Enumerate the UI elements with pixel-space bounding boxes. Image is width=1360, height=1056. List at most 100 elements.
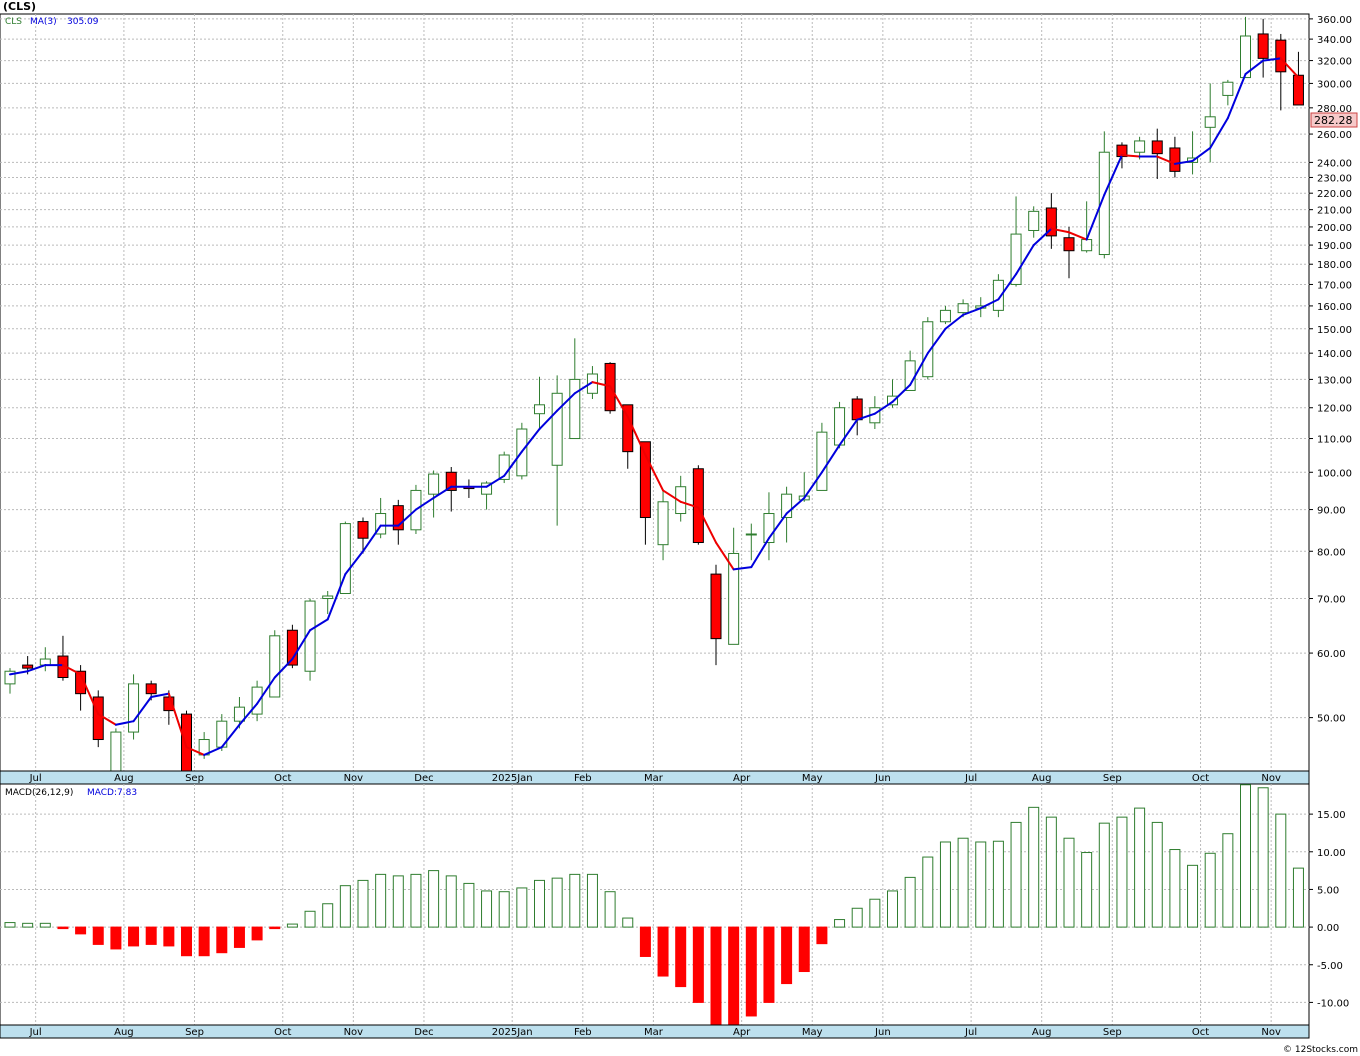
macd-bar	[639, 926, 651, 957]
y-tick-label: 280.00	[1317, 104, 1352, 115]
candle-body	[75, 670, 87, 695]
x-tick-label: Nov	[1261, 773, 1281, 784]
x-tick-label: Feb	[574, 1027, 592, 1038]
x-tick-label: Apr	[733, 1027, 751, 1038]
x-tick-label: Mar	[644, 773, 664, 784]
candle-body	[145, 683, 157, 695]
ma-segment	[9, 670, 29, 676]
candle-body	[816, 431, 828, 491]
candle-up	[498, 451, 510, 484]
macd-bar	[22, 922, 34, 928]
ma-segment	[291, 629, 312, 661]
x-tick-label: May	[802, 1027, 823, 1038]
x-tick-label: Jul	[964, 773, 977, 784]
candle-up	[4, 668, 16, 694]
last-price-box	[1310, 112, 1358, 128]
y-tick-label: 260.00	[1317, 130, 1352, 141]
macd-bar	[145, 926, 157, 945]
x-tick-label: Nov	[1261, 1027, 1281, 1038]
y-tick-label: 360.00	[1317, 15, 1352, 26]
price-axis: 50.00 60.00 70.00 80.00 90.00 100.00 110.00 120…	[1309, 15, 1352, 725]
macd-bar	[816, 926, 828, 945]
y-tick-label: 300.00	[1317, 79, 1352, 90]
ma-segment	[767, 512, 788, 540]
ma-segment	[326, 573, 347, 621]
candle-body	[922, 321, 934, 378]
legend-ma-label: MA(3)	[30, 17, 57, 27]
x-tick-label: Jul	[29, 773, 42, 784]
macd-bar	[286, 923, 298, 928]
ma-segment	[1244, 59, 1265, 76]
macd-bar	[1222, 833, 1234, 928]
macd-bar	[75, 926, 87, 935]
candle-body	[675, 486, 687, 515]
candle-body	[534, 404, 545, 415]
macd-gridlines	[0, 784, 1309, 1025]
candle-body	[851, 398, 863, 421]
macd-bar	[1134, 807, 1146, 928]
candle-body	[498, 454, 510, 480]
watermark: © 12Stocks.com	[1283, 1045, 1358, 1055]
candle-down	[75, 665, 87, 711]
macd-bar	[57, 926, 69, 930]
candle-body	[392, 505, 404, 531]
candle-up	[1240, 16, 1251, 79]
y-tick-label: 5.00	[1317, 885, 1339, 896]
ma-segment	[397, 508, 417, 527]
candle-body	[551, 392, 563, 466]
price-plot-frame	[0, 13, 1310, 772]
candle-up	[745, 523, 757, 561]
macd-bar	[516, 887, 528, 928]
ma-segment	[609, 385, 629, 418]
candle-body	[1028, 210, 1040, 231]
y-tick-label: 70.00	[1317, 595, 1346, 606]
macd-label: MACD(26,12,9)	[5, 788, 73, 798]
ma-segment	[203, 746, 223, 756]
ma-segment	[26, 664, 47, 673]
ma-segment	[273, 658, 294, 679]
macd-bar	[1275, 813, 1287, 928]
candle-body	[1010, 233, 1022, 285]
ma-segment	[573, 381, 594, 395]
macd-bar	[922, 856, 934, 928]
candle-down	[1151, 128, 1163, 180]
x-tick-label: Nov	[344, 773, 364, 784]
y-tick-label: 110.00	[1317, 435, 1352, 446]
macd-bar	[957, 837, 969, 928]
candle-body	[445, 471, 457, 491]
ma-segment	[891, 383, 912, 403]
y-tick-label: 210.00	[1317, 206, 1352, 217]
macd-bar	[781, 926, 793, 985]
candle-body	[939, 309, 951, 323]
candle-down	[92, 690, 104, 748]
candle-up	[816, 422, 828, 491]
candle-body	[1045, 207, 1057, 237]
ma-segment	[556, 392, 576, 412]
macd-bar	[657, 926, 669, 977]
y-tick-label: 140.00	[1317, 349, 1352, 360]
chart-title: (CLS)	[3, 0, 36, 13]
ma-segment	[873, 400, 894, 415]
y-tick-label: 120.00	[1317, 404, 1352, 415]
x-tick-label: Mar	[644, 1027, 664, 1038]
macd-bar	[216, 926, 228, 954]
y-tick-label: 130.00	[1317, 375, 1352, 386]
candle-body	[481, 482, 493, 495]
candle-body	[22, 664, 34, 669]
y-tick-label: 0.00	[1317, 923, 1339, 934]
macd-bar	[887, 890, 898, 928]
ma-segment	[785, 496, 806, 515]
y-tick-label: 340.00	[1317, 35, 1352, 46]
candle-up	[233, 696, 245, 729]
macd-bar	[375, 873, 387, 928]
macd-bar	[692, 926, 704, 1003]
macd-bar	[481, 890, 493, 928]
ma-segment	[1015, 244, 1035, 276]
macd-bar	[39, 922, 51, 928]
ma-segment	[697, 506, 717, 544]
y-tick-label: 200.00	[1317, 223, 1352, 234]
candle-body	[251, 686, 263, 715]
candle-body	[1098, 151, 1110, 256]
y-tick-label: 90.00	[1317, 506, 1346, 517]
